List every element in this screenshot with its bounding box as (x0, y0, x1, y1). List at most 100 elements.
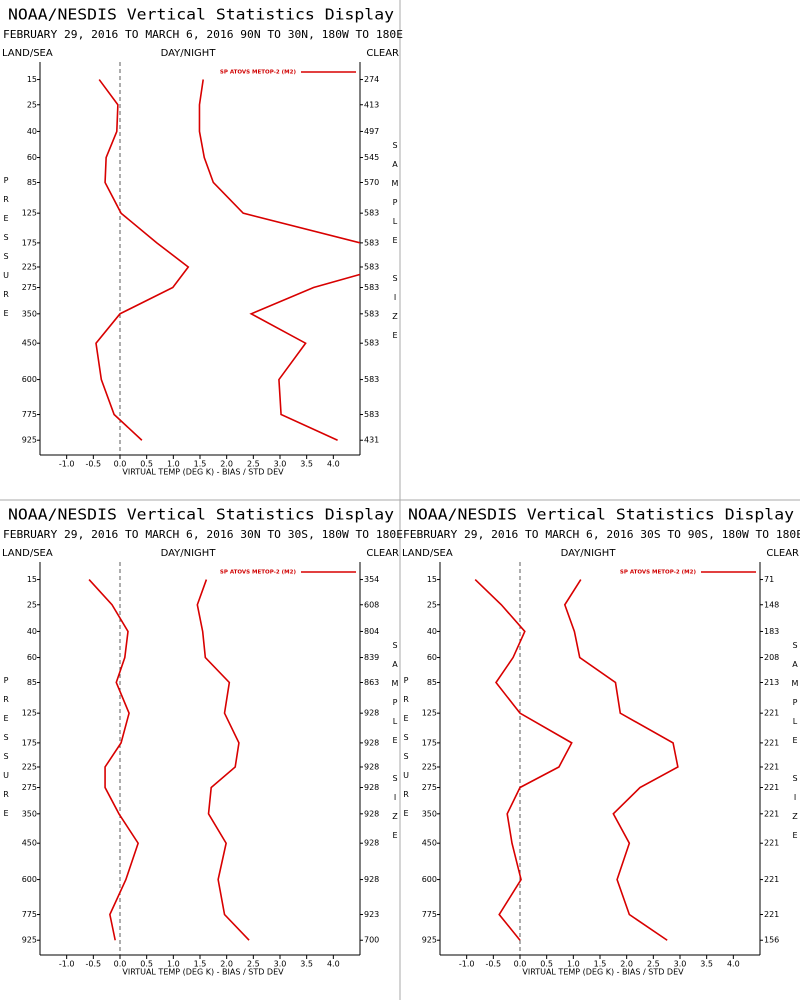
y-tick-label: 85 (427, 678, 437, 687)
x-tick-label: -1.0 (59, 960, 75, 969)
land-sea-label: LAND/SEA (402, 548, 453, 559)
sample-size-label: 221 (764, 875, 779, 884)
y-tick-label: 225 (22, 762, 37, 771)
clear-label: CLEAR (366, 548, 399, 559)
std-dev-line (563, 579, 679, 941)
y-tick-label: 600 (422, 875, 437, 884)
chart-subtitle: FEBRUARY 29, 2016 TO MARCH 6, 2016 30N T… (3, 529, 403, 541)
x-tick-label: 0.5 (540, 960, 553, 969)
y-axis-label: PRESSURE (2, 676, 11, 828)
chart-title: NOAA/NESDIS Vertical Statistics Display (8, 6, 394, 24)
sample-size-label: 583 (364, 283, 379, 292)
x-tick-label: 4.0 (327, 460, 340, 469)
chart-title: NOAA/NESDIS Vertical Statistics Display (8, 506, 394, 524)
sample-size-label: 221 (764, 738, 779, 747)
legend-label: SP ATOVS METOP-2 (M2) (620, 570, 697, 576)
sample-size-label: 221 (764, 809, 779, 818)
sample-size-label: 274 (364, 75, 379, 84)
sample-size-label: 156 (764, 936, 779, 945)
y-tick-label: 450 (22, 339, 37, 348)
std-dev-line (196, 579, 250, 941)
sample-size-label: 583 (364, 375, 379, 384)
land-sea-label: LAND/SEA (2, 48, 53, 59)
chart-panel: NOAA/NESDIS Vertical Statistics Display F… (402, 506, 800, 977)
y-tick-label: 350 (422, 809, 437, 818)
sample-size-label: 923 (364, 910, 379, 919)
sample-size-label: 497 (364, 127, 379, 136)
chart-title: NOAA/NESDIS Vertical Statistics Display (408, 506, 794, 524)
bias-line (474, 578, 573, 941)
y-tick-label: 175 (422, 738, 437, 747)
sample-size-label: 583 (364, 262, 379, 271)
sample-size-label: 208 (764, 653, 779, 662)
x-tick-label: 1.5 (194, 460, 207, 469)
y-tick-label: 40 (27, 127, 37, 136)
x-tick-label: 2.0 (220, 460, 233, 469)
y-tick-label: 125 (22, 709, 37, 718)
sample-size-label: 213 (764, 678, 779, 687)
y2-axis-label: SAMPLE SIZE (391, 141, 400, 350)
x-axis-label: VIRTUAL TEMP (DEG K) - BIAS / STD DEV (522, 968, 684, 977)
chart-panel: NOAA/NESDIS Vertical Statistics Display F… (2, 506, 404, 977)
y-tick-label: 60 (427, 653, 437, 662)
y-tick-label: 25 (27, 100, 37, 109)
sample-size-label: 431 (364, 436, 379, 445)
y-tick-label: 275 (422, 783, 437, 792)
y-tick-label: 40 (27, 627, 37, 636)
x-tick-label: 4.0 (327, 960, 340, 969)
sample-size-label: 928 (364, 762, 379, 771)
land-sea-label: LAND/SEA (2, 548, 53, 559)
x-tick-label: 0.0 (114, 460, 127, 469)
bias-line (88, 579, 140, 941)
x-tick-label: 3.5 (700, 960, 713, 969)
y-axis-label: PRESSURE (2, 176, 11, 328)
y-tick-label: 15 (27, 575, 37, 584)
y-tick-label: 350 (22, 809, 37, 818)
y-tick-label: 775 (22, 410, 37, 419)
x-tick-label: 2.5 (647, 960, 660, 969)
x-tick-label: -0.5 (86, 960, 102, 969)
x-tick-label: 2.0 (620, 960, 633, 969)
sample-size-label: 928 (364, 783, 379, 792)
y-tick-label: 60 (27, 653, 37, 662)
sample-size-label: 928 (364, 809, 379, 818)
sample-size-label: 608 (364, 600, 379, 609)
clear-label: CLEAR (366, 48, 399, 59)
y-tick-label: 275 (22, 283, 37, 292)
x-tick-label: 3.0 (274, 960, 287, 969)
y-tick-label: 85 (27, 178, 37, 187)
chart-subtitle: FEBRUARY 29, 2016 TO MARCH 6, 2016 90N T… (3, 29, 403, 41)
y-tick-label: 925 (22, 936, 37, 945)
sample-size-label: 148 (764, 600, 779, 609)
x-tick-label: 1.0 (167, 460, 180, 469)
bias-line (95, 79, 190, 441)
y-tick-label: 125 (22, 209, 37, 218)
x-tick-label: 1.5 (594, 960, 607, 969)
y-tick-label: 225 (22, 262, 37, 271)
y-tick-label: 600 (22, 375, 37, 384)
sample-size-label: 570 (364, 178, 379, 187)
x-tick-label: 3.5 (300, 460, 313, 469)
y-tick-label: 275 (22, 783, 37, 792)
sample-size-label: 354 (364, 575, 379, 584)
sample-size-label: 183 (764, 627, 779, 636)
x-tick-label: 2.5 (247, 960, 260, 969)
std-dev-line (198, 79, 360, 441)
y-tick-label: 775 (422, 910, 437, 919)
x-tick-label: 0.0 (114, 960, 127, 969)
sample-size-label: 928 (364, 738, 379, 747)
sample-size-label: 804 (364, 627, 379, 636)
x-tick-label: -0.5 (486, 960, 502, 969)
x-tick-label: 1.0 (567, 960, 580, 969)
day-night-label: DAY/NIGHT (161, 48, 217, 59)
x-tick-label: 3.0 (674, 960, 687, 969)
y-tick-label: 775 (22, 910, 37, 919)
legend-label: SP ATOVS METOP-2 (M2) (220, 570, 297, 576)
y2-axis-label: SAMPLE SIZE (791, 641, 800, 850)
sample-size-label: 413 (364, 100, 379, 109)
x-tick-label: 4.0 (727, 960, 740, 969)
legend-label: SP ATOVS METOP-2 (M2) (220, 70, 297, 76)
sample-size-label: 221 (764, 783, 779, 792)
sample-size-label: 221 (764, 839, 779, 848)
